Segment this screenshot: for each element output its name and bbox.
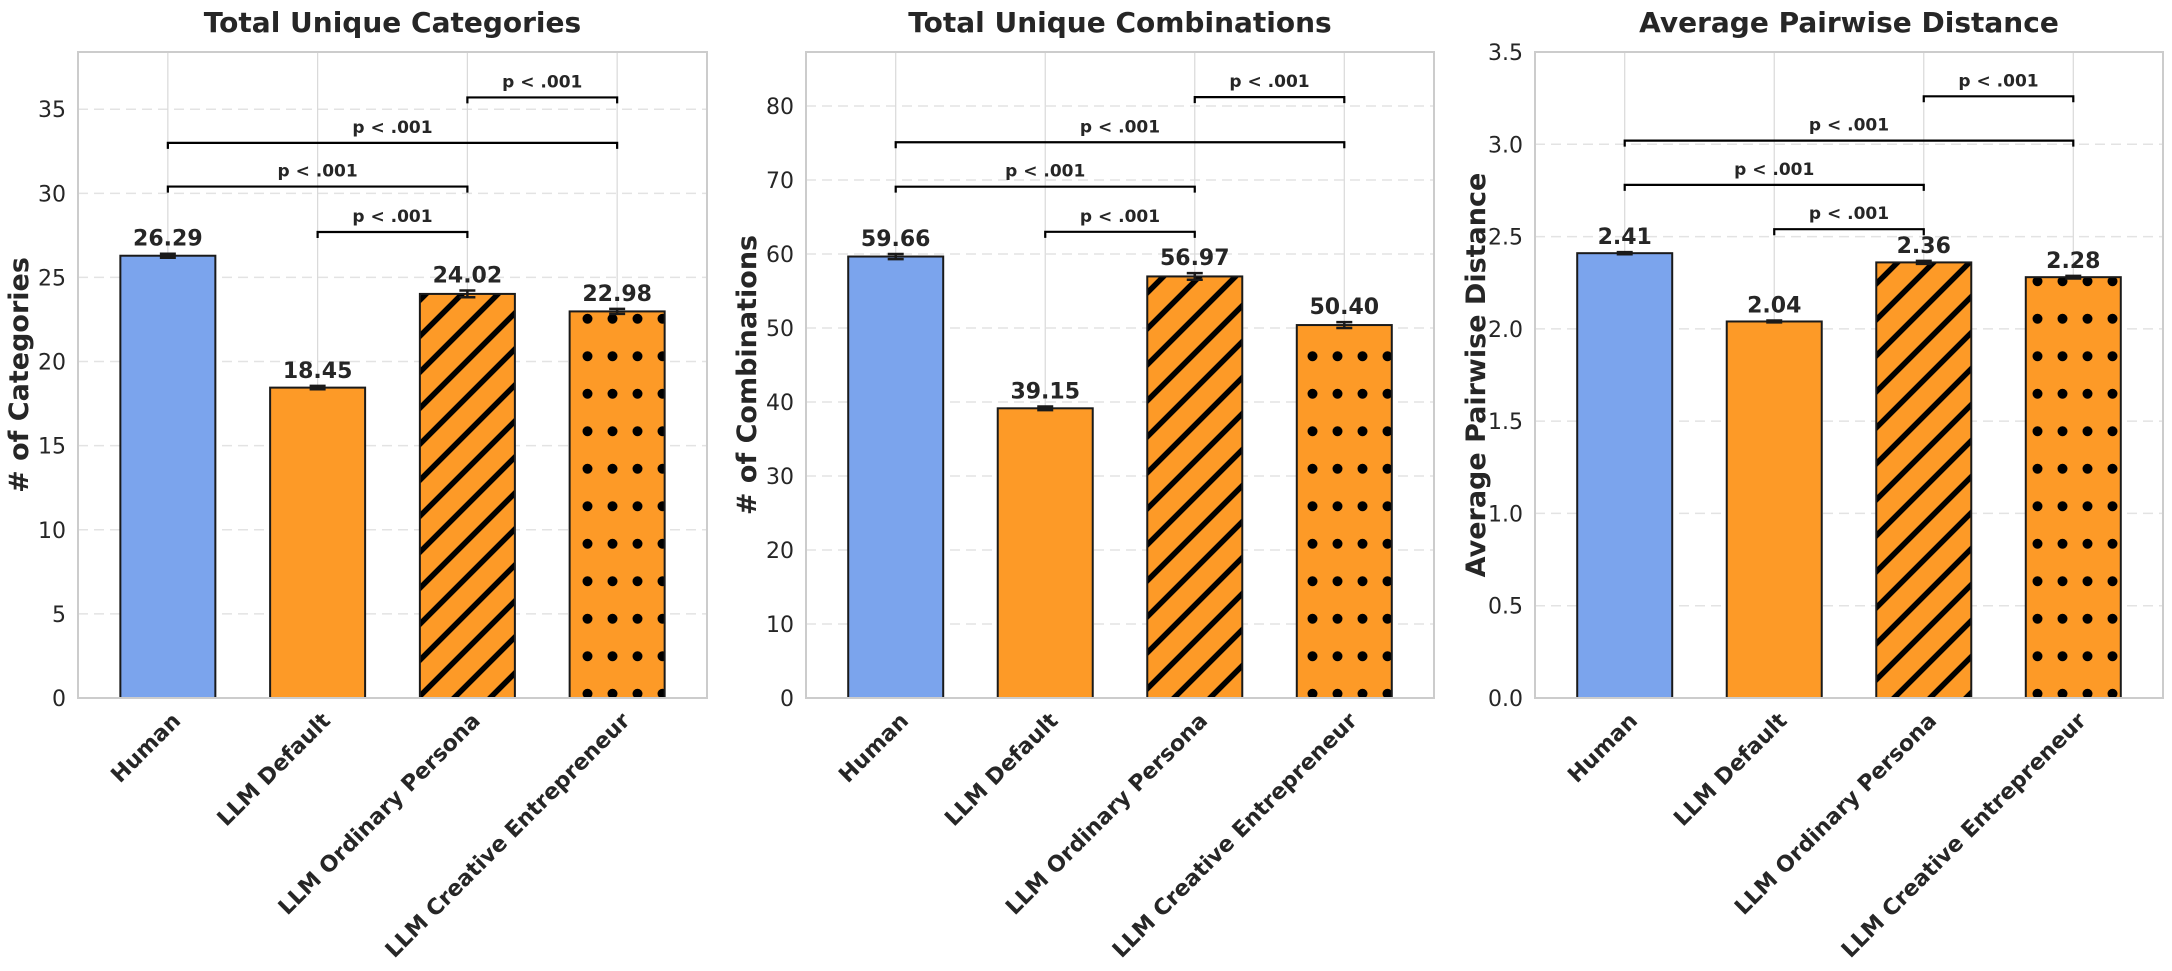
y-axis-label: # of Categories	[4, 257, 35, 493]
x-tick-label-human: Human	[834, 709, 914, 789]
value-label: 18.45	[283, 359, 353, 384]
y-tick-label: 1.5	[1488, 410, 1523, 435]
y-tick-label: 10	[766, 613, 794, 638]
bar-llm-default	[270, 387, 366, 698]
bar-llm-ordinary-persona-pattern	[1876, 262, 1972, 698]
value-label: 39.15	[1010, 379, 1080, 404]
y-tick-label: 35	[38, 98, 66, 123]
chart-panel-2: 59.66 39.15 56.97 50.40 p < .001 p < .001 p < …	[732, 6, 1435, 963]
value-label: 56.97	[1160, 246, 1230, 271]
x-tick-label-llm-creative-entrepreneur: LLM Creative Entrepreneur	[381, 708, 636, 963]
significance-label: p < .001	[1005, 162, 1085, 182]
significance-label: p < .001	[1958, 71, 2038, 91]
y-tick-label: 30	[38, 182, 66, 207]
value-label: 2.41	[1598, 225, 1652, 250]
significance-bracket	[1193, 96, 1346, 104]
significance-bracket	[316, 230, 469, 239]
significance-label: p < .001	[352, 118, 432, 138]
y-tick-label: 5	[52, 603, 66, 628]
y-tick-label: 3.5	[1488, 41, 1523, 66]
significance-bracket	[1773, 228, 1925, 236]
x-tick-label-llm-creative-entrepreneur: LLM Creative Entrepreneur	[1837, 708, 2092, 963]
bar-llm-creative-entrepreneur-pattern	[2025, 277, 2121, 698]
y-tick-label: 10	[38, 519, 66, 544]
y-tick-label: 1.0	[1488, 502, 1523, 527]
y-tick-label: 30	[766, 465, 794, 490]
chart-title: Average Pairwise Distance	[1639, 6, 2059, 39]
x-tick-label-llm-default: LLM Default	[940, 708, 1063, 831]
bar-llm-creative-entrepreneur-pattern	[1296, 325, 1392, 698]
bar-human	[1577, 253, 1673, 698]
significance-label: p < .001	[352, 207, 432, 227]
x-tick-label-human: Human	[1563, 709, 1643, 789]
bar-llm-creative-entrepreneur-pattern	[569, 311, 665, 698]
significance-bracket	[466, 96, 619, 104]
y-tick-label: 80	[766, 95, 794, 120]
value-label: 50.40	[1309, 295, 1379, 320]
x-tick-label-llm-creative-entrepreneur: LLM Creative Entrepreneur	[1108, 708, 1363, 963]
significance-bracket	[1623, 139, 2075, 147]
significance-label: p < .001	[1809, 204, 1889, 224]
x-tick-label-human: Human	[107, 709, 187, 789]
bar-human	[120, 255, 216, 698]
chart-title: Total Unique Categories	[204, 6, 581, 39]
y-tick-label: 20	[38, 351, 66, 376]
y-tick-label: 0	[52, 687, 66, 712]
significance-label: p < .001	[502, 72, 582, 92]
value-label: 2.04	[1747, 294, 1801, 319]
significance-bracket	[166, 141, 619, 149]
y-tick-label: 0.0	[1488, 687, 1523, 712]
plot-frame	[77, 51, 708, 699]
value-label: 2.36	[1897, 234, 1951, 259]
significance-bracket	[894, 141, 1346, 149]
significance-bracket	[894, 185, 1196, 193]
value-label: 59.66	[861, 227, 931, 252]
significance-bracket	[166, 185, 469, 193]
y-tick-label: 20	[766, 539, 794, 564]
y-tick-label: 15	[38, 435, 66, 460]
significance-label: p < .001	[1080, 207, 1160, 227]
significance-bracket	[1044, 230, 1196, 238]
significance-label: p < .001	[1229, 72, 1309, 92]
significance-label: p < .001	[1734, 160, 1814, 180]
bar-llm-ordinary-persona-pattern	[1147, 276, 1243, 698]
chart-title: Total Unique Combinations	[908, 6, 1331, 39]
y-tick-label: 2.0	[1488, 318, 1523, 343]
y-tick-label: 70	[766, 169, 794, 194]
value-label: 26.29	[133, 227, 203, 252]
value-label: 24.02	[433, 264, 503, 289]
significance-bracket	[1623, 183, 1925, 191]
plot-frame	[805, 51, 1435, 699]
value-label: 2.28	[2046, 249, 2100, 274]
chart-panel-3: 2.41 2.04 2.36 2.28 p < .001 p < .001 p < .001…	[1461, 6, 2164, 963]
bar-llm-default	[997, 408, 1093, 698]
charts-root: 26.29 18.45 24.02 22.98 p < .001 p < .001 p < …	[4, 6, 2164, 963]
chart-panel-1: 26.29 18.45 24.02 22.98 p < .001 p < .001 p < …	[4, 6, 708, 963]
y-tick-label: 40	[766, 391, 794, 416]
y-tick-label: 50	[766, 317, 794, 342]
x-tick-label-llm-default: LLM Default	[213, 708, 336, 831]
x-tick-label-llm-default: LLM Default	[1669, 708, 1792, 831]
y-tick-label: 2.5	[1488, 226, 1523, 251]
y-axis-label: # of Combinations	[732, 235, 763, 515]
significance-label: p < .001	[1080, 117, 1160, 137]
bar-llm-default	[1726, 321, 1822, 698]
y-tick-label: 0	[780, 687, 794, 712]
bar-llm-ordinary-persona-pattern	[419, 293, 515, 698]
y-tick-label: 25	[38, 266, 66, 291]
bar-human	[848, 256, 944, 698]
plot-frame	[1534, 51, 2164, 699]
significance-label: p < .001	[1809, 116, 1889, 136]
y-tick-label: 3.0	[1488, 133, 1523, 158]
value-label: 22.98	[582, 282, 652, 307]
significance-label: p < .001	[278, 162, 358, 182]
y-tick-label: 60	[766, 243, 794, 268]
y-tick-label: 0.5	[1488, 595, 1523, 620]
significance-bracket	[1922, 95, 2075, 103]
y-axis-label: Average Pairwise Distance	[1461, 173, 1492, 578]
